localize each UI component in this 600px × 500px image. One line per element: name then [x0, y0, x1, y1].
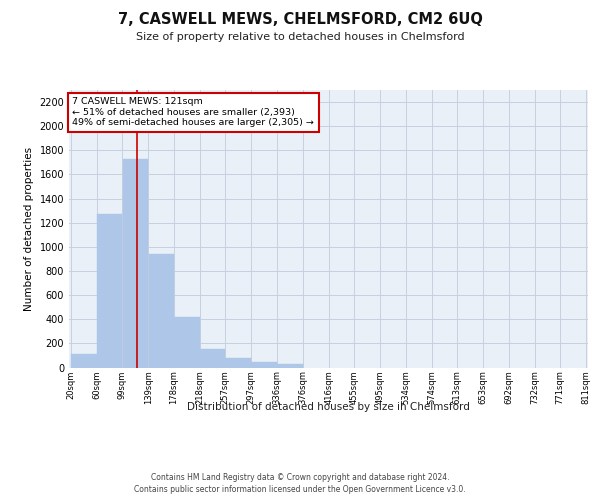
Bar	[251, 362, 277, 368]
Bar	[149, 254, 173, 368]
Bar	[97, 214, 122, 368]
Y-axis label: Number of detached properties: Number of detached properties	[24, 146, 34, 311]
Text: Distribution of detached houses by size in Chelmsford: Distribution of detached houses by size …	[187, 402, 470, 412]
Text: 7, CASWELL MEWS, CHELMSFORD, CM2 6UQ: 7, CASWELL MEWS, CHELMSFORD, CM2 6UQ	[118, 12, 482, 28]
Bar	[200, 349, 225, 368]
Text: Contains HM Land Registry data © Crown copyright and database right 2024.: Contains HM Land Registry data © Crown c…	[151, 472, 449, 482]
Bar	[174, 318, 200, 368]
Bar	[226, 358, 251, 368]
Text: Size of property relative to detached houses in Chelmsford: Size of property relative to detached ho…	[136, 32, 464, 42]
Bar	[71, 354, 97, 368]
Bar	[122, 159, 148, 368]
Bar	[277, 364, 302, 368]
Text: Contains public sector information licensed under the Open Government Licence v3: Contains public sector information licen…	[134, 485, 466, 494]
Text: 7 CASWELL MEWS: 121sqm
← 51% of detached houses are smaller (2,393)
49% of semi-: 7 CASWELL MEWS: 121sqm ← 51% of detached…	[72, 97, 314, 127]
